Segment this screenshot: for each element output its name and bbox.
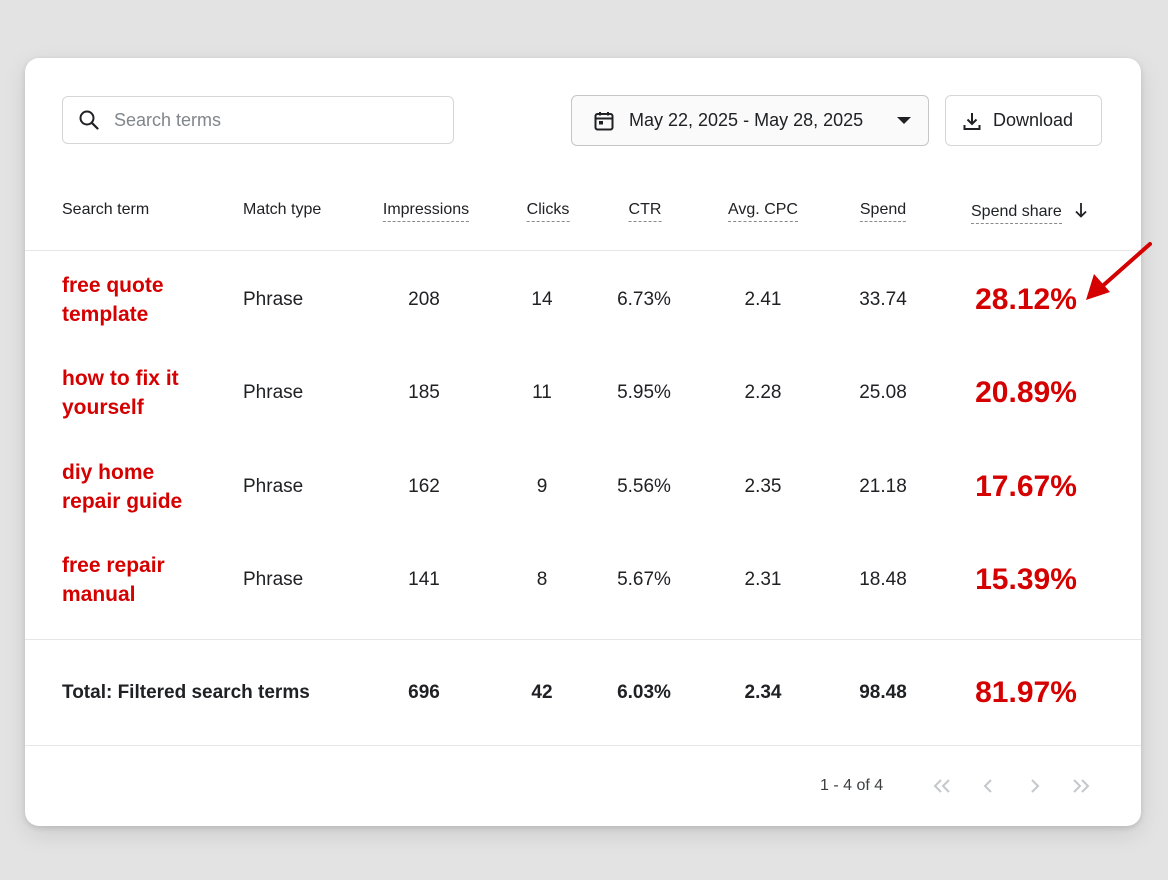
search-term-cell: how to fix it yourself	[62, 367, 179, 419]
avg-cpc-cell: 2.35	[744, 476, 782, 497]
avg-cpc-cell: 2.31	[744, 569, 782, 590]
total-row: Total: Filtered search terms 696 42 6.03…	[25, 640, 1141, 746]
header-avg-cpc[interactable]: Avg. CPC	[728, 201, 798, 222]
impressions-cell: 185	[408, 382, 440, 403]
avg-cpc-cell: 2.41	[744, 289, 782, 310]
search-box[interactable]	[62, 96, 454, 144]
search-input[interactable]	[112, 108, 436, 132]
ctr-cell: 6.73%	[617, 289, 671, 310]
ctr-cell: 5.95%	[617, 382, 671, 403]
calendar-icon	[593, 110, 615, 132]
clicks-cell: 8	[536, 569, 548, 590]
total-avg-cpc: 2.34	[744, 682, 782, 703]
search-terms-card: May 22, 2025 - May 28, 2025 Download Sea…	[25, 58, 1141, 826]
header-divider	[25, 250, 1141, 251]
spend-share-cell: 20.89%	[975, 376, 1077, 409]
caret-down-icon	[894, 114, 914, 128]
table-row: diy home repair guide Phrase 162 9 5.56%…	[25, 441, 1141, 533]
header-match-type[interactable]: Match type	[243, 201, 322, 218]
spend-cell: 25.08	[859, 382, 907, 403]
spend-cell: 21.18	[859, 476, 907, 497]
header-clicks[interactable]: Clicks	[526, 201, 570, 222]
header-impressions[interactable]: Impressions	[382, 201, 470, 222]
header-spend[interactable]: Spend	[859, 201, 907, 222]
previous-page-icon[interactable]	[976, 776, 1000, 796]
last-page-icon[interactable]	[1069, 776, 1093, 796]
spend-cell: 18.48	[859, 569, 907, 590]
total-spend: 98.48	[859, 682, 907, 703]
table-row: free quote template Phrase 208 14 6.73% …	[25, 254, 1141, 346]
clicks-cell: 9	[536, 476, 548, 497]
total-impressions: 696	[408, 682, 440, 703]
download-icon	[961, 110, 983, 132]
total-divider	[25, 639, 1141, 640]
date-range-picker[interactable]: May 22, 2025 - May 28, 2025	[571, 95, 929, 146]
spend-share-cell: 28.12%	[975, 283, 1077, 316]
ctr-cell: 5.56%	[617, 476, 671, 497]
ctr-cell: 5.67%	[617, 569, 671, 590]
total-ctr: 6.03%	[617, 682, 671, 703]
match-type-cell: Phrase	[243, 289, 304, 310]
sort-arrow-down-icon	[1074, 201, 1088, 224]
impressions-cell: 141	[408, 569, 440, 590]
header-spend-share[interactable]: Spend share	[971, 201, 1088, 224]
date-range-label: May 22, 2025 - May 28, 2025	[629, 110, 864, 130]
header-ctr[interactable]: CTR	[628, 201, 662, 222]
match-type-cell: Phrase	[243, 476, 304, 497]
footer-divider	[25, 745, 1141, 746]
match-type-cell: Phrase	[243, 569, 304, 590]
impressions-cell: 208	[408, 289, 440, 310]
table-row: free repair manual Phrase 141 8 5.67% 2.…	[25, 534, 1141, 626]
clicks-cell: 14	[531, 289, 553, 310]
avg-cpc-cell: 2.28	[744, 382, 782, 403]
total-spend-share: 81.97%	[975, 676, 1077, 709]
header-search-term[interactable]: Search term	[62, 201, 150, 218]
search-icon	[78, 109, 100, 131]
spend-share-cell: 17.67%	[975, 470, 1077, 503]
spend-share-cell: 15.39%	[975, 563, 1077, 596]
total-clicks: 42	[531, 682, 553, 703]
next-page-icon[interactable]	[1023, 776, 1047, 796]
page-range: 1 - 4 of 4	[820, 777, 884, 794]
search-term-cell: diy home repair guide	[62, 461, 183, 513]
pagination-bar: 1 - 4 of 4	[25, 746, 1141, 826]
table-row: how to fix it yourself Phrase 185 11 5.9…	[25, 347, 1141, 439]
search-term-cell: free repair manual	[62, 554, 165, 606]
search-term-cell: free quote template	[62, 274, 164, 326]
clicks-cell: 11	[532, 382, 552, 403]
annotation-arrow-icon	[1080, 238, 1160, 308]
download-button[interactable]: Download	[945, 95, 1102, 146]
first-page-icon[interactable]	[930, 776, 954, 796]
total-label: Total: Filtered search terms	[62, 682, 310, 703]
match-type-cell: Phrase	[243, 382, 304, 403]
impressions-cell: 162	[408, 476, 440, 497]
download-label: Download	[993, 110, 1074, 130]
spend-cell: 33.74	[859, 289, 907, 310]
